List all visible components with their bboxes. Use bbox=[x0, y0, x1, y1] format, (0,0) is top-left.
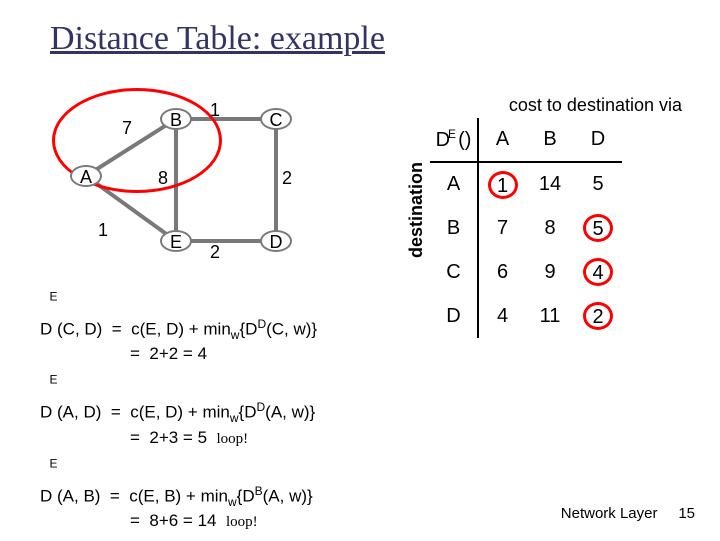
equations-block: ED (C, D) = c(E, D) + minw{DD(C, w)}= 2+… bbox=[40, 290, 420, 541]
page-number: 15 bbox=[678, 505, 695, 522]
equation-row: ED (C, D) = c(E, D) + minw{DD(C, w)}= 2+… bbox=[40, 290, 420, 366]
distance-table-area: cost to destination via DE()ABDA1145B785… bbox=[430, 95, 690, 338]
row-header: C bbox=[430, 250, 478, 294]
col-header: A bbox=[478, 118, 526, 162]
table-cell: 4 bbox=[478, 294, 526, 338]
equation-row: ED (A, B) = c(E, B) + minw{DB(A, w)}= 8+… bbox=[40, 458, 420, 534]
footer-text: Network Layer bbox=[561, 505, 658, 522]
table-cell: 2 bbox=[574, 294, 622, 338]
edge-weight-ab: 7 bbox=[122, 118, 132, 139]
edge-weight-be: 8 bbox=[158, 168, 168, 189]
distance-table: DE()ABDA1145B785C694D4112 bbox=[430, 118, 622, 338]
edge-weight-bc: 1 bbox=[210, 100, 220, 121]
equation-row: ED (A, D) = c(E, D) + minw{DD(A, w)}= 2+… bbox=[40, 374, 420, 450]
table-cell: 1 bbox=[478, 162, 526, 206]
edge-weight-ed: 2 bbox=[210, 242, 220, 263]
table-cell: 9 bbox=[526, 250, 574, 294]
table-cell: 4 bbox=[574, 250, 622, 294]
table-corner: DE() bbox=[430, 118, 478, 162]
table-caption: cost to destination via bbox=[430, 95, 690, 116]
table-cell: 8 bbox=[526, 206, 574, 250]
col-header: D bbox=[574, 118, 622, 162]
table-cell: 5 bbox=[574, 162, 622, 206]
row-header: B bbox=[430, 206, 478, 250]
row-header: A bbox=[430, 162, 478, 206]
table-cell: 5 bbox=[574, 206, 622, 250]
graph-node-b: B bbox=[160, 108, 192, 130]
table-cell: 7 bbox=[478, 206, 526, 250]
destination-axis-label: destination bbox=[406, 162, 427, 258]
graph-node-c: C bbox=[260, 108, 292, 130]
graph-node-a: A bbox=[70, 165, 102, 187]
table-cell: 11 bbox=[526, 294, 574, 338]
page-title: Distance Table: example bbox=[50, 20, 385, 58]
col-header: B bbox=[526, 118, 574, 162]
table-cell: 6 bbox=[478, 250, 526, 294]
table-cell: 14 bbox=[526, 162, 574, 206]
graph-node-e: E bbox=[160, 230, 192, 252]
edge-weight-ae: 1 bbox=[98, 220, 108, 241]
edge-weight-cd: 2 bbox=[282, 168, 292, 189]
network-graph: A B C D E 7 1 8 2 2 1 bbox=[70, 100, 320, 270]
graph-node-d: D bbox=[260, 230, 292, 252]
slide-footer: Network Layer 15 bbox=[561, 505, 695, 522]
row-header: D bbox=[430, 294, 478, 338]
